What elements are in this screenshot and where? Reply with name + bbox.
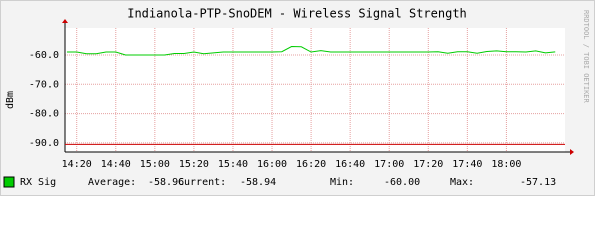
data-line	[66, 46, 556, 56]
stat-value: -58.96	[148, 177, 184, 188]
x-tick-label: 18:00	[491, 159, 521, 170]
y-tick-label: -60.0	[29, 50, 59, 61]
plot-area	[65, 28, 565, 152]
x-tick-label: 16:40	[335, 159, 365, 170]
y-tick-label: -90.0	[29, 138, 59, 149]
stat-value: -60.00	[384, 177, 420, 188]
x-tick-label: 17:20	[413, 159, 443, 170]
x-tick-label: 15:00	[140, 159, 170, 170]
y-tick-label: -80.0	[29, 109, 59, 120]
stat-value: -58.94	[240, 177, 276, 188]
legend-swatch	[3, 176, 15, 188]
y-axis-label: dBm	[5, 91, 16, 109]
axis-arrow	[570, 149, 574, 155]
x-tick-label: 16:20	[296, 159, 326, 170]
x-tick-label: 17:00	[374, 159, 404, 170]
stat-label: Min:	[330, 177, 354, 188]
stat-label: Average:	[88, 177, 136, 188]
stat-value: -57.13	[520, 177, 556, 188]
x-tick-label: 14:40	[101, 159, 131, 170]
x-tick-label: 15:40	[218, 159, 248, 170]
watermark: RRDTOOL / TOBI OETIKER	[582, 10, 590, 104]
x-tick-label: 17:40	[452, 159, 482, 170]
stat-label: Max:	[450, 177, 474, 188]
chart: Indianola-PTP-SnoDEM - Wireless Signal S…	[0, 0, 595, 196]
y-tick-label: -70.0	[29, 79, 59, 90]
x-tick-label: 16:00	[257, 159, 287, 170]
x-tick-label: 14:20	[62, 159, 92, 170]
axis-arrow	[62, 19, 68, 23]
stat-label: Current:	[178, 177, 226, 188]
x-tick-label: 15:20	[179, 159, 209, 170]
legend-label: RX Sig	[20, 177, 56, 188]
chart-title: Indianola-PTP-SnoDEM - Wireless Signal S…	[127, 7, 467, 21]
